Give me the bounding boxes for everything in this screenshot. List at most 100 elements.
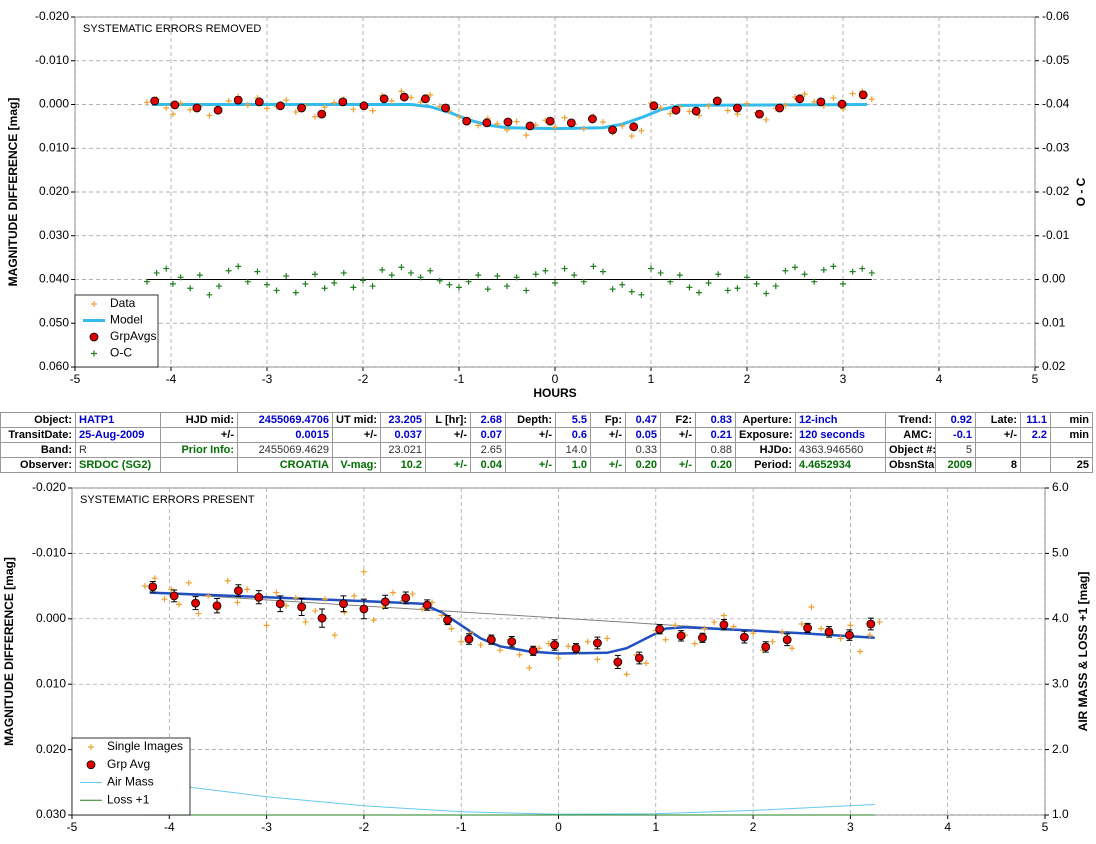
- y2-tick-label: 1.0: [1052, 807, 1069, 821]
- table-value: HATP1: [75, 412, 161, 428]
- data-point: [456, 113, 462, 120]
- data-point: [427, 267, 434, 274]
- data-point: [360, 568, 367, 575]
- data-point: [497, 647, 504, 654]
- data-point: [254, 97, 264, 107]
- data-point: [224, 577, 231, 584]
- y2-tick-label: 0.01: [1042, 315, 1066, 329]
- data-point: [634, 653, 644, 663]
- table-value: [1020, 442, 1051, 458]
- data-point: [555, 655, 562, 662]
- y-tick-label: 0.030: [39, 228, 69, 242]
- x-axis-title: HOURS: [533, 386, 576, 400]
- table-value: 2455069.4629: [237, 442, 333, 458]
- data-point: [763, 116, 770, 123]
- data-point: [331, 99, 338, 106]
- data-point: [696, 289, 702, 296]
- x-tick-label: 5: [1042, 820, 1049, 834]
- data-point: [550, 640, 560, 650]
- data-point: [849, 90, 856, 97]
- data-point: [691, 640, 698, 647]
- data-point: [600, 268, 606, 275]
- data-point: [876, 619, 883, 626]
- data-point: [163, 265, 170, 272]
- table-label: +/-: [425, 457, 471, 473]
- x-tick-label: 1: [648, 372, 655, 386]
- table-label: +/-: [975, 427, 1021, 443]
- table-label: TransitDate:: [0, 427, 76, 443]
- table-label: +/-: [660, 427, 696, 443]
- legend-label: Data: [110, 296, 136, 310]
- annotation: SYSTEMATIC ERRORS PRESENT: [80, 494, 255, 506]
- data-point: [187, 285, 194, 292]
- data-point: [801, 91, 808, 97]
- info-table: Object: HATP1 HJD mid: 2455069.4706 UT mid: 2…: [0, 412, 1093, 473]
- y2-tick-label: 2.0: [1052, 742, 1069, 756]
- y-tick-label: 0.030: [36, 807, 66, 821]
- y2-tick-label: -0.05: [1042, 53, 1070, 67]
- table-label: Band:: [0, 442, 76, 458]
- table-label: +/-: [425, 427, 471, 443]
- data-point: [733, 103, 742, 113]
- data-point: [408, 94, 414, 101]
- table-label: Period:: [735, 457, 796, 473]
- legend-swatch: [91, 301, 97, 307]
- data-point: [168, 586, 175, 593]
- table-value: 0.83: [695, 412, 736, 428]
- table-label: UT mid:: [332, 412, 381, 428]
- data-point: [388, 98, 395, 104]
- data-point: [192, 103, 202, 113]
- data-point: [176, 601, 183, 608]
- x-tick-label: 3: [840, 372, 847, 386]
- data-point: [420, 94, 430, 104]
- data-point: [148, 582, 158, 592]
- y2-tick-label: -0.06: [1042, 9, 1070, 23]
- table-label: Trend:: [885, 412, 936, 428]
- data-point: [734, 285, 741, 292]
- data-point: [772, 283, 779, 290]
- data-point: [667, 278, 674, 285]
- y2-tick-label: -0.03: [1042, 140, 1070, 154]
- data-point: [779, 628, 786, 635]
- table-value: 14.0: [555, 442, 591, 458]
- table-label: Object #:: [885, 442, 936, 458]
- table-value: CROATIA: [237, 457, 333, 473]
- data-point: [691, 106, 701, 116]
- table-label: +/-: [332, 427, 381, 443]
- data-point: [830, 263, 837, 270]
- data-point: [571, 272, 578, 279]
- legend-label: Loss +1: [107, 792, 150, 806]
- data-point: [638, 127, 645, 134]
- data-point: [593, 638, 602, 648]
- y-tick-label: 0.020: [39, 184, 69, 198]
- y-tick-label: 0.000: [36, 611, 66, 625]
- data-point: [565, 643, 572, 650]
- data-point: [359, 101, 369, 111]
- table-value: 2455069.4706: [237, 412, 333, 428]
- data-point: [379, 94, 389, 104]
- data-point: [216, 283, 222, 290]
- table-label: +/-: [505, 427, 556, 443]
- data-point: [816, 97, 826, 107]
- data-point: [676, 272, 683, 279]
- y-tick-label: 0.050: [39, 315, 69, 329]
- data-point: [655, 624, 665, 634]
- y-tick-label: -0.010: [35, 53, 69, 67]
- table-label: F2:: [660, 412, 696, 428]
- table-row: Object: HATP1 HJD mid: 2455069.4706 UT mid: 2…: [0, 412, 1093, 428]
- table-label: min: [1050, 412, 1093, 428]
- table-value: 0.20: [695, 457, 736, 473]
- x-tick-label: 5: [1032, 372, 1039, 386]
- data-point: [782, 635, 792, 645]
- data-point: [341, 609, 348, 616]
- data-point: [503, 117, 513, 127]
- table-label: [505, 442, 556, 458]
- table-label: Aperture:: [735, 412, 796, 428]
- x-tick-label: -5: [67, 820, 78, 834]
- y2-tick-label: -0.01: [1042, 228, 1070, 242]
- data-point: [676, 631, 686, 641]
- data-point: [141, 583, 148, 590]
- x-tick-label: 3: [847, 820, 854, 834]
- table-label: 8: [975, 457, 1021, 473]
